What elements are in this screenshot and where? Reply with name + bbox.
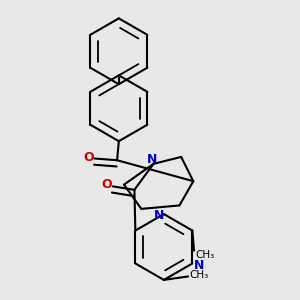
Text: CH₃: CH₃ [195,250,214,260]
Text: N: N [154,209,164,222]
Text: O: O [83,151,94,164]
Text: CH₃: CH₃ [189,270,208,280]
Text: N: N [194,259,204,272]
Text: N: N [146,153,157,166]
Text: O: O [101,178,112,191]
